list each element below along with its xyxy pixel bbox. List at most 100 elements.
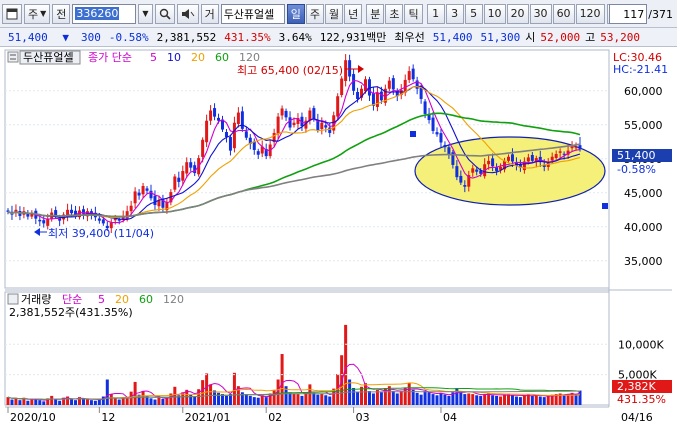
candle-body <box>526 157 530 162</box>
x-tick-label: 03 <box>356 411 370 424</box>
volume-bar <box>62 397 66 405</box>
candle-body <box>264 149 268 157</box>
market-select[interactable]: 주 ▼ <box>24 3 51 24</box>
volume-bar <box>479 395 483 405</box>
period-tab-label: 년 <box>348 7 359 21</box>
volume-bar <box>332 388 336 405</box>
candle-body <box>141 186 145 195</box>
volume-bar <box>296 394 300 405</box>
candle-body <box>487 160 491 165</box>
volume-bar <box>399 391 403 405</box>
stock-chart[interactable]: 두산퓨얼셀 종가 단순 5 10 20 60 120 LC:30.46 HC:-21.4… <box>0 47 677 428</box>
turnover-pct: 3.64% <box>278 30 312 44</box>
period-tab-0[interactable]: 일 <box>286 3 305 24</box>
stock-code-input[interactable]: 336260 <box>72 3 137 24</box>
interval-tab-1[interactable]: 초 <box>385 3 404 24</box>
interval-tab-0[interactable]: 분 <box>366 3 385 24</box>
candle-body <box>97 218 101 221</box>
high-annotation: 최고 65,400 (02/15) <box>237 64 364 77</box>
period-tab-1[interactable]: 주 <box>305 3 324 24</box>
candle-body <box>431 117 435 131</box>
candle-body <box>30 213 34 217</box>
chart-mode-label: 거 <box>204 7 215 21</box>
candle-body <box>471 168 475 173</box>
candle-body <box>145 188 149 191</box>
volume-ma-legend-item: 5 <box>98 293 105 306</box>
ma-legend-item: 5 <box>150 51 157 64</box>
volume-panel-menu-icon[interactable] <box>7 293 19 305</box>
interval-tab-2[interactable]: 틱 <box>404 3 423 24</box>
volume-bar <box>510 395 514 405</box>
candle-body <box>562 153 566 155</box>
volume-bar <box>459 391 463 405</box>
volume-bar <box>256 397 260 405</box>
candle-body <box>300 116 304 127</box>
period-tab-2[interactable]: 월 <box>324 3 344 24</box>
intraday-tab-4[interactable]: 20 <box>506 3 529 24</box>
candle-body <box>364 79 367 92</box>
scroll-marker[interactable] <box>602 203 608 209</box>
candle-body <box>280 108 284 116</box>
candle-body <box>407 71 411 80</box>
volume-bar <box>435 395 439 405</box>
volume-tick-label: 5,000K <box>618 369 657 382</box>
volume-bar <box>495 395 499 405</box>
volume-bar <box>169 393 173 405</box>
price-tick-label: 35,000 <box>624 255 663 268</box>
intraday-tab-label: 30 <box>533 7 548 20</box>
quote-bar: 51,400 ▼ 300 -0.58% 2,381,552 431.35% 3.… <box>0 28 677 47</box>
chart-mode-button[interactable]: 거 <box>200 3 219 24</box>
code-dropdown-button[interactable]: ▼ <box>138 3 153 24</box>
intraday-tab-0[interactable]: 1 <box>426 3 445 24</box>
intraday-tab-5[interactable]: 30 <box>529 3 552 24</box>
volume-bar <box>185 389 189 405</box>
candle-body <box>121 216 125 220</box>
volume-bar <box>113 397 117 405</box>
candle-body <box>58 217 62 221</box>
candle-body <box>240 111 244 129</box>
candle-body <box>435 132 439 135</box>
candle-body <box>578 145 582 150</box>
panel-title-box[interactable] <box>19 50 81 65</box>
panel-menu-icon[interactable] <box>7 51 19 63</box>
chart-type-icon[interactable] <box>2 3 22 24</box>
candle-body <box>153 195 157 206</box>
candle-body <box>113 217 117 221</box>
volume-current: 2,381,552주(431.35%) <box>9 306 133 319</box>
intraday-tab-3[interactable]: 10 <box>483 3 506 24</box>
volume-bar <box>38 400 42 405</box>
period-tab-3[interactable]: 년 <box>344 3 363 24</box>
candle-body <box>510 154 514 162</box>
volume-bar <box>288 392 292 405</box>
volume-bar <box>276 379 280 405</box>
x-tick-label: 04/16 <box>621 411 653 424</box>
bar-count-input[interactable]: 117 <box>609 4 648 24</box>
price-tick-label: 45,000 <box>624 187 663 200</box>
search-button[interactable] <box>154 3 175 24</box>
intraday-tab-6[interactable]: 60 <box>552 3 575 24</box>
volume-bar <box>518 397 522 405</box>
candle-body <box>42 220 46 224</box>
sound-button[interactable] <box>176 3 199 24</box>
volume-ma-line-120 <box>7 390 581 400</box>
volume-bar <box>34 398 38 405</box>
candle-body <box>451 152 455 165</box>
intraday-tab-1[interactable]: 3 <box>445 3 464 24</box>
candle-body <box>288 117 292 128</box>
intraday-tab-2[interactable]: 5 <box>464 3 483 24</box>
volume-bar <box>566 394 570 405</box>
selection-marker[interactable] <box>410 131 416 137</box>
candle-body <box>395 90 399 97</box>
volume-bar <box>407 383 411 405</box>
volume-bar <box>236 386 240 405</box>
last-volume-box <box>612 380 672 393</box>
type-select[interactable]: 전 <box>52 3 71 24</box>
chart-area[interactable]: 두산퓨얼셀 종가 단순 5 10 20 60 120 LC:30.46 HC:-21.4… <box>0 47 677 428</box>
intraday-tab-7[interactable]: 120 <box>575 3 605 24</box>
candle-body <box>165 202 169 211</box>
volume-bar <box>443 394 447 405</box>
stock-name-value: 두산퓨얼셀 <box>223 7 275 21</box>
candle-body <box>439 133 443 143</box>
volume-bar <box>252 397 256 405</box>
volume-bar <box>105 379 109 405</box>
